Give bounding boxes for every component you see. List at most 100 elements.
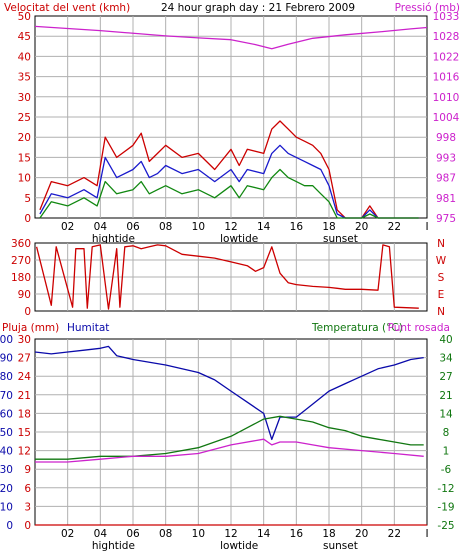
direction-gridlines — [35, 243, 427, 311]
x-tick-label: 14 — [257, 528, 271, 540]
pressure-ticks: 975 981 987 993 998 1004 1010 1016 1022 1028 1033 — [433, 11, 460, 225]
x-tick-label: 10 — [192, 528, 205, 540]
y-tick-label: 20 — [18, 132, 31, 144]
x-tick-label: 14 — [257, 221, 271, 233]
series-line-dew_point — [35, 438, 424, 463]
series-line-pressure — [34, 25, 428, 50]
compass-label: N — [437, 306, 445, 318]
right-tick-label: 981 — [436, 193, 456, 205]
x-tick-label: 08 — [159, 528, 172, 540]
y-tick-label: 10 — [18, 173, 31, 185]
x-tick-label: 08 — [159, 221, 172, 233]
right-tick-label: -19 — [437, 501, 454, 513]
tide-marker-label: hightide — [92, 233, 135, 245]
right-tick-label: 8 — [443, 427, 450, 439]
right-tick-label: 993 — [436, 152, 456, 164]
direction-degree-ticks: 0 90 180 270 360 — [11, 238, 31, 318]
humidity-axis-title: Humitat — [67, 322, 109, 334]
y-tick-label: 0 — [24, 213, 31, 225]
y-tick-label: 100 — [0, 334, 13, 346]
y-tick-label: 20 — [0, 483, 13, 495]
right-tick-label: 21 — [439, 390, 452, 402]
temperature-axis-title: Temperatura (°C) — [311, 322, 403, 334]
rain-axis-title: Pluja (mm) — [2, 322, 59, 334]
x-tick-label: 06 — [126, 528, 140, 540]
wind-gridlines — [35, 16, 427, 218]
x-tick-label: 04 — [94, 221, 108, 233]
x-tick-label: I — [425, 528, 428, 540]
wind-pressure-panel: Velocitat del vent (kmh) 24 hour graph d… — [4, 2, 460, 245]
y-tick-label: 40 — [18, 51, 31, 63]
right-tick-label: 1010 — [433, 92, 460, 104]
wind-axis-title: Velocitat del vent (kmh) — [4, 2, 130, 14]
x-tick-label: 22 — [388, 528, 401, 540]
right-tick-label: 1004 — [433, 112, 460, 124]
y-tick-label: 360 — [11, 238, 31, 250]
compass-label: W — [436, 255, 447, 267]
right-tick-label: 14 — [439, 408, 453, 420]
humidity-gridlines — [35, 339, 427, 525]
dewpoint-axis-title: Punt rosada — [388, 322, 450, 334]
wind-series — [34, 25, 428, 219]
x-tick-label: 16 — [290, 221, 304, 233]
y-tick-label: 40 — [0, 446, 13, 458]
y-tick-label: 270 — [11, 255, 31, 267]
y-tick-label: 0 — [24, 306, 31, 318]
tide-marker-label: hightide — [92, 540, 135, 552]
compass-label: S — [438, 272, 445, 284]
y-tick-label: 35 — [18, 72, 31, 84]
right-tick-label: -25 — [437, 520, 454, 532]
inner-tick-label: 3 — [24, 501, 31, 513]
right-tick-label: 998 — [436, 132, 456, 144]
x-tick-label: 20 — [355, 528, 368, 540]
right-tick-label: 27 — [439, 371, 452, 383]
right-tick-label: 1016 — [433, 72, 460, 84]
right-tick-label: 40 — [439, 334, 452, 346]
right-tick-label: -6 — [441, 464, 452, 476]
rain-ticks: 0 3 6 9 12 15 18 21 24 27 30 — [18, 334, 32, 532]
x-tick-label: 04 — [94, 528, 108, 540]
x-tick-label: 12 — [224, 528, 237, 540]
tide-marker-label: sunset — [323, 233, 358, 245]
right-tick-label: 975 — [436, 213, 456, 225]
y-tick-label: 30 — [0, 464, 13, 476]
inner-tick-label: 27 — [18, 353, 31, 365]
right-tick-label: 34 — [439, 353, 453, 365]
x-tick-label: 16 — [290, 528, 304, 540]
right-tick-label: 987 — [436, 173, 456, 185]
inner-tick-label: 6 — [24, 483, 31, 495]
y-tick-label: 60 — [0, 408, 13, 420]
y-tick-label: 0 — [6, 520, 13, 532]
wind-tide-markers: hightide lowtide sunset — [92, 233, 358, 245]
y-tick-label: 25 — [18, 112, 31, 124]
direction-series — [35, 244, 419, 310]
inner-tick-label: 30 — [18, 334, 31, 346]
y-tick-label: 70 — [0, 390, 13, 402]
x-tick-label: I — [425, 221, 428, 233]
y-tick-label: 30 — [18, 92, 31, 104]
inner-tick-label: 15 — [18, 427, 31, 439]
x-tick-label: 22 — [388, 221, 401, 233]
right-tick-label: -12 — [437, 483, 454, 495]
temperature-ticks: -25 -19 -12 -6 1 8 14 21 27 34 40 — [437, 334, 454, 532]
tide-marker-label: lowtide — [220, 540, 258, 552]
x-tick-label: 18 — [322, 528, 335, 540]
y-tick-label: 50 — [0, 427, 13, 439]
right-tick-label: 1 — [443, 446, 450, 458]
pressure-axis-title: Pressió (mb) — [395, 2, 460, 14]
wind-speed-ticks: 0 5 10 15 20 25 30 35 40 45 50 — [18, 11, 31, 225]
x-tick-label: 02 — [61, 528, 74, 540]
x-tick-label: 06 — [126, 221, 140, 233]
humidity-x-ticks: 02 04 06 08 10 12 14 16 18 20 22 I — [61, 528, 429, 540]
right-tick-label: 1028 — [433, 31, 460, 43]
series-line-wind_avg — [39, 168, 419, 219]
humidity-ticks: 0 10 20 30 40 50 60 70 80 90 100 — [0, 334, 13, 532]
x-tick-label: 18 — [322, 221, 335, 233]
x-tick-label: 02 — [61, 221, 74, 233]
right-tick-label: 1022 — [433, 51, 460, 63]
tide-marker-label: lowtide — [220, 233, 258, 245]
y-tick-label: 10 — [0, 501, 13, 513]
